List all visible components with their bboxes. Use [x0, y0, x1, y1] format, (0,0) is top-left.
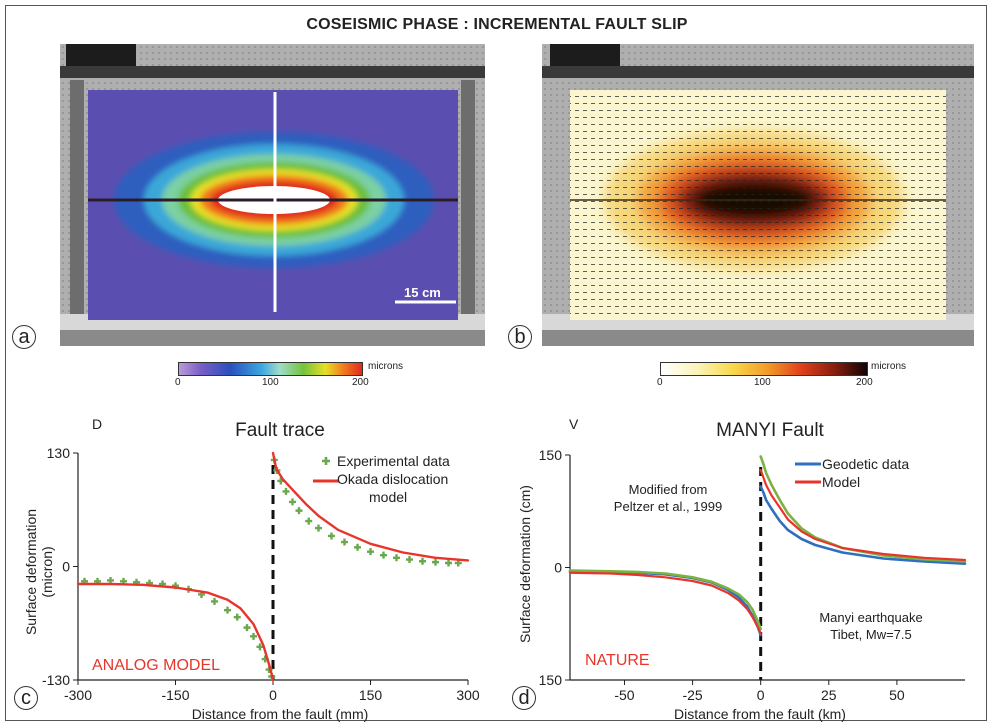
series-line-right — [759, 485, 967, 565]
data-point — [295, 507, 303, 515]
colorbar-b-tick-100: 100 — [754, 377, 771, 388]
colorbar-a-tick-0: 0 — [175, 377, 181, 388]
data-point — [315, 524, 322, 532]
series-line-left — [568, 570, 762, 637]
chart-d-event-line1: Manyi earthquake — [819, 610, 923, 625]
colorbar-b-tick-200: 200 — [856, 377, 873, 388]
panel-c-letter: c — [14, 686, 38, 710]
data-point — [250, 632, 257, 640]
series-line-right — [759, 468, 967, 562]
x-tick-label: 150 — [359, 687, 383, 703]
chart-d-legend-geodetic: Geodetic data — [822, 456, 910, 472]
x-tick-label: -300 — [64, 687, 92, 703]
y-tick-label: 150 — [539, 672, 563, 688]
chart-d-corner-label: V — [569, 416, 579, 432]
colorbar-b-unit: microns — [871, 361, 907, 372]
series-line-right — [271, 451, 470, 562]
y-tick-label: 150 — [539, 447, 563, 463]
chart-c-xlabel: Distance from the fault (mm) — [191, 706, 369, 722]
colorbar-a — [178, 362, 363, 376]
x-tick-label: -150 — [161, 687, 189, 703]
panel-b-image — [542, 44, 974, 346]
data-point — [282, 487, 290, 495]
data-point — [341, 538, 348, 546]
panel-b-map — [542, 44, 974, 346]
chart-c-region-label: ANALOG MODEL — [92, 657, 221, 674]
y-tick-label: 0 — [62, 559, 70, 575]
x-tick-label: 50 — [889, 687, 905, 703]
x-tick-label: 0 — [757, 687, 765, 703]
chart-c-legend-model: Okada dislocation — [337, 471, 449, 487]
data-point — [393, 554, 400, 562]
panel-d-letter: d — [512, 686, 536, 710]
chart-c-corner-label: D — [92, 416, 103, 432]
panel-a-image — [60, 44, 485, 346]
chart-d-title: MANYI Fault — [716, 420, 824, 441]
colorbar-b-tick-0: 0 — [657, 377, 663, 388]
data-point — [328, 532, 335, 540]
y-tick-label: 130 — [47, 445, 71, 461]
scale-bar-label: 15 cm — [404, 285, 441, 300]
data-point — [256, 643, 264, 651]
chart-c-legend-experimental: Experimental data — [337, 453, 450, 469]
data-point — [289, 498, 296, 506]
chart-d-plot: -50 -25 0 25 50 150 0 150 — [539, 447, 967, 703]
series-line-left — [568, 569, 762, 631]
data-point — [367, 548, 374, 556]
data-point — [419, 557, 426, 565]
chart-c-title: Fault trace — [235, 420, 325, 441]
x-tick-label: 0 — [269, 687, 277, 703]
chart-d-source-line1: Modified from — [628, 482, 708, 497]
x-tick-label: -25 — [682, 687, 702, 703]
data-point — [305, 517, 313, 525]
data-point — [243, 624, 251, 632]
y-tick-label: -130 — [42, 672, 70, 688]
chart-c-plot: -300 -150 0 150 300 130 0 -130 — [42, 445, 480, 703]
data-point — [354, 543, 361, 551]
data-point — [432, 558, 439, 566]
colorbar-b — [660, 362, 868, 376]
figure-frame — [5, 5, 987, 721]
colorbar-a-unit: microns — [368, 361, 404, 372]
data-point — [445, 559, 452, 567]
panel-a-map — [60, 44, 485, 346]
series-line-left — [76, 582, 275, 682]
legend-marker — [322, 457, 330, 465]
x-tick-label: -50 — [614, 687, 634, 703]
x-tick-label: 300 — [456, 687, 480, 703]
chart-d-region-label: NATURE — [585, 652, 650, 669]
main-title: COSEISMIC PHASE : INCREMENTAL FAULT SLIP — [306, 16, 688, 33]
data-point — [211, 597, 218, 605]
series-line-left — [568, 571, 762, 635]
colorbar-a-tick-200: 200 — [352, 377, 369, 388]
colorbar-a-tick-100: 100 — [262, 377, 279, 388]
y-tick-label: 0 — [554, 560, 562, 576]
data-point — [224, 606, 231, 614]
chart-d-source-line2: Peltzer et al., 1999 — [613, 499, 723, 514]
data-point — [406, 556, 413, 564]
chart-d-xlabel: Distance from the fault (km) — [674, 706, 846, 722]
chart-c-legend-model-line2: model — [369, 489, 408, 505]
panel-a-letter: a — [12, 325, 36, 349]
chart-d-legend-model: Model — [822, 474, 861, 490]
chart-d-event-line2: Tibet, Mw=7.5 — [830, 627, 912, 642]
series-line-right — [759, 455, 967, 563]
data-point — [380, 551, 387, 559]
x-tick-label: 25 — [821, 687, 837, 703]
panel-b-letter: b — [508, 325, 532, 349]
data-point — [233, 613, 241, 621]
